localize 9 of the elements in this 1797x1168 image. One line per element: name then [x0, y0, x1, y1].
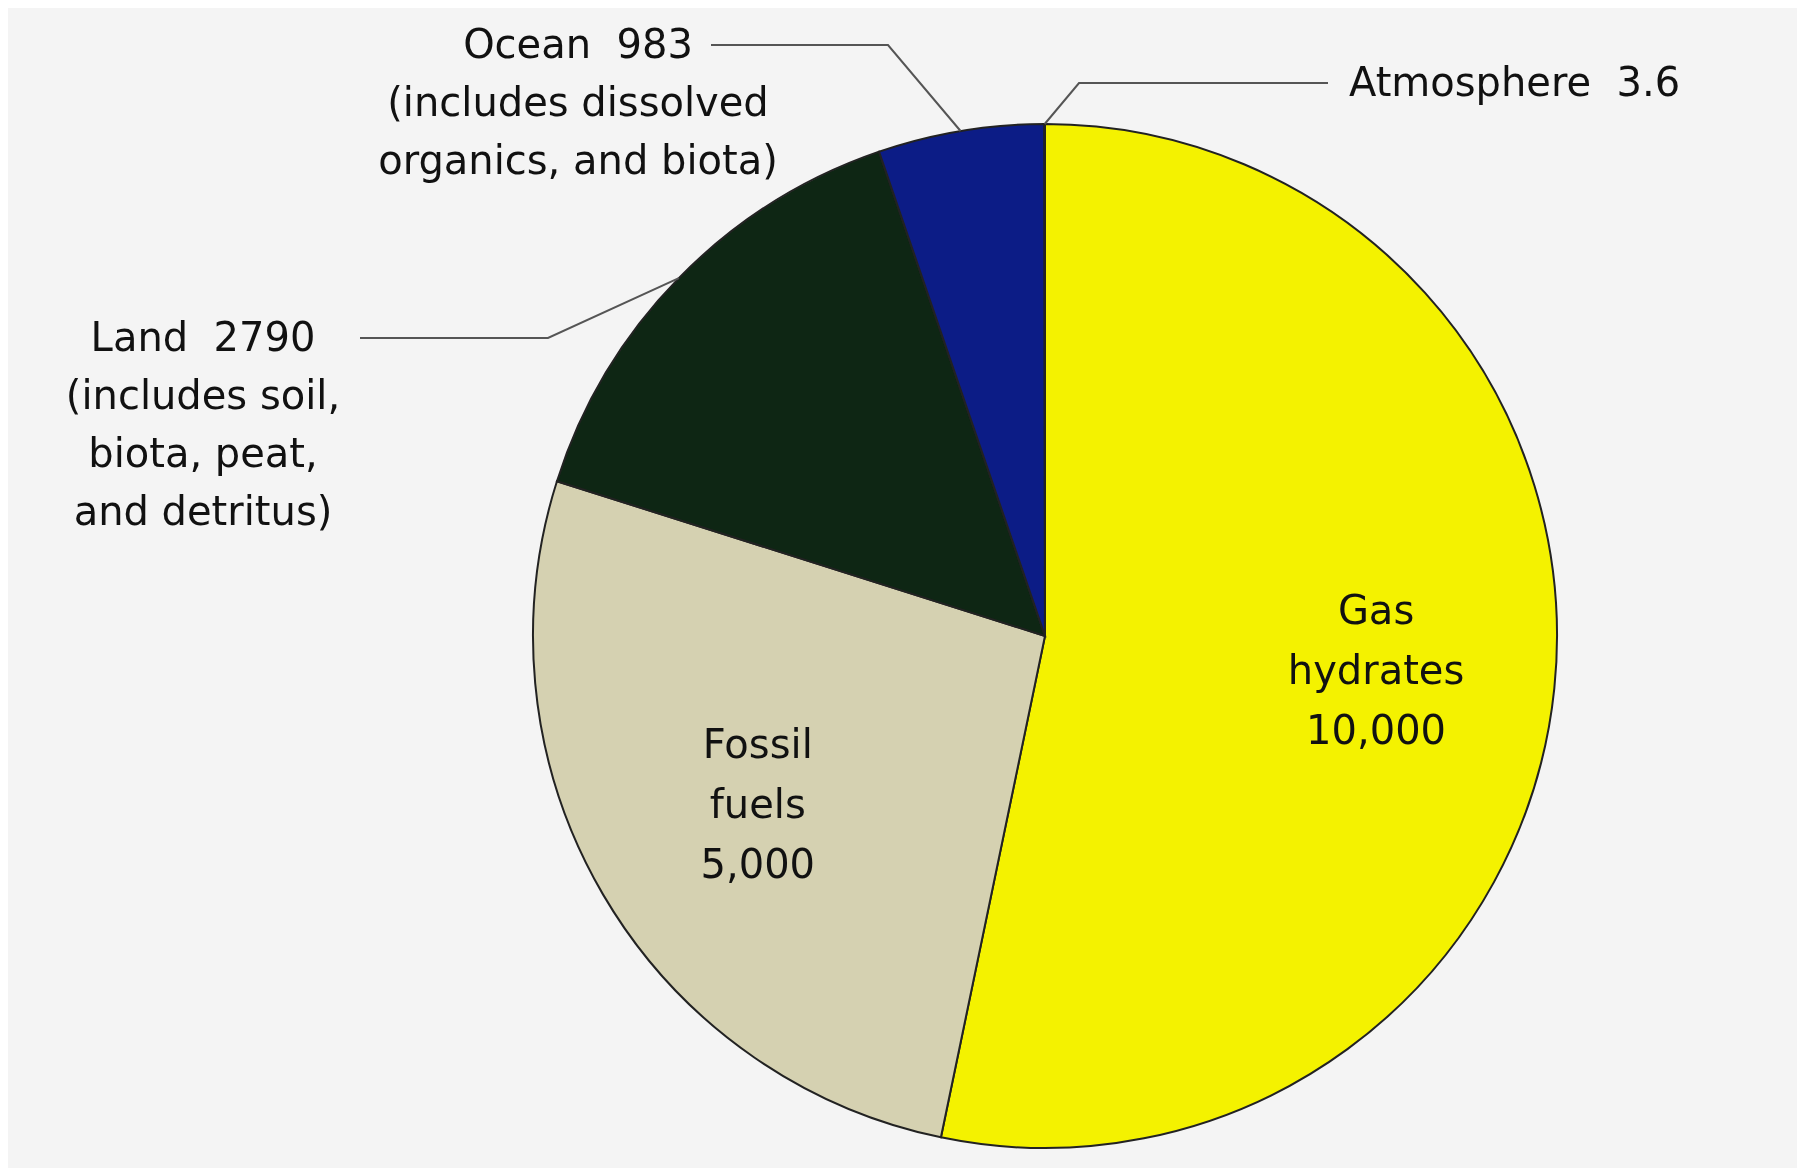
text: (includes soil, biota, peat, and detritus) [65, 372, 341, 534]
slice-label: Atmosphere 3.6 [1349, 59, 1681, 105]
text: (includes dissolved organics, and biota) [378, 79, 778, 183]
slice-label: Fossil fuels [702, 721, 813, 828]
slice-label: Land 2790 [90, 314, 316, 360]
data-label: 10,000 [1306, 707, 1447, 753]
data-label: 5,000 [700, 841, 816, 888]
slice-label: Gas hydrates [1287, 587, 1465, 693]
slice-label: Ocean 983 [463, 21, 693, 67]
